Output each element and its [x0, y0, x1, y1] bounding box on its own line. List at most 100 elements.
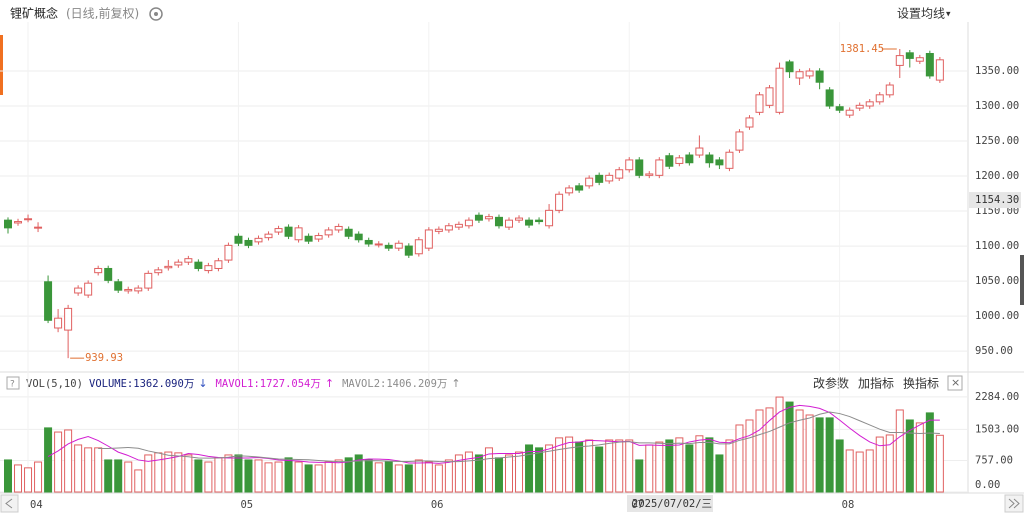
candle-body [885, 84, 894, 96]
candle-body [775, 67, 784, 113]
candle-body [865, 101, 874, 107]
close-button[interactable]: × [951, 376, 960, 389]
help-box[interactable] [6, 376, 20, 390]
candle-body [344, 228, 353, 237]
crosshair-date: 2025/07/02/三 [632, 498, 712, 510]
volume-bar [284, 457, 293, 493]
candle-body [164, 265, 173, 269]
volume-bar [224, 454, 233, 493]
candle-body [805, 70, 814, 77]
candle-body [294, 227, 303, 241]
volume-bar [54, 431, 63, 493]
volume-bar [434, 464, 443, 493]
candle-body [545, 209, 554, 227]
volume-bar [885, 434, 894, 493]
candle-body [855, 104, 864, 109]
volume-bar [875, 436, 884, 493]
x-tick-label: 06 [431, 499, 444, 511]
candle-body [494, 216, 503, 227]
help-button[interactable]: ? [10, 380, 15, 390]
volume-bar [545, 444, 554, 493]
candle-body [635, 159, 644, 176]
candle-body [364, 239, 373, 245]
y-tick-label: 1350.00 [975, 65, 1019, 77]
crosshair-price-box [969, 192, 1021, 209]
switch-indicator-button[interactable]: 换指标 [903, 376, 939, 391]
candle-body [254, 237, 263, 243]
legend-entry: VOLUME:1362.090万 [89, 378, 194, 390]
volume-bar [935, 434, 944, 493]
y-tick-label: 1503.00 [975, 423, 1019, 435]
volume-bar [324, 461, 333, 493]
x-tick-label: 05 [240, 499, 253, 511]
volume-bar [705, 437, 714, 493]
candle-body [605, 174, 614, 182]
candle-body [244, 239, 253, 246]
volume-bar [635, 459, 644, 493]
candle-body [274, 228, 283, 233]
volume-bar [184, 454, 193, 493]
scroll-right-icon[interactable] [1008, 498, 1020, 509]
candle-body [825, 89, 834, 107]
candle-body [124, 288, 133, 292]
volume-bar [94, 447, 103, 493]
scroll-left-icon[interactable] [5, 498, 13, 509]
volume-bar [384, 461, 393, 493]
candle-body [725, 151, 734, 169]
volume-bar [424, 461, 433, 493]
candle-body [785, 61, 794, 73]
volume-bar [665, 439, 674, 493]
annotation-label: 939.93 [85, 352, 123, 364]
volume-bar [785, 401, 794, 493]
ma-line [98, 411, 940, 463]
volume-bar [64, 429, 73, 493]
y-tick-label: 0.00 [975, 479, 1000, 491]
volume-bar [525, 444, 534, 493]
settings-icon[interactable] [149, 7, 163, 21]
candle-body [234, 235, 243, 244]
add-indicator-button[interactable]: 加指标 [858, 376, 894, 391]
legend-trend: ↓ [198, 377, 207, 390]
volume-bar [294, 461, 303, 493]
volume-bar [715, 454, 724, 493]
candle-body [474, 214, 483, 221]
candle-body [434, 228, 443, 232]
candle-body [64, 307, 73, 331]
volume-bar [444, 459, 453, 493]
candle-body [184, 258, 193, 263]
candle-body [645, 173, 654, 176]
candle-body [905, 52, 914, 59]
y-tick-label: 1100.00 [975, 240, 1019, 252]
candle-body [454, 223, 463, 228]
volume-bar [174, 452, 183, 493]
volume-bar [254, 459, 263, 493]
candle-body [14, 221, 23, 224]
candle-body [354, 233, 363, 241]
candle-body [44, 281, 53, 321]
candle-body [194, 261, 203, 269]
candle-body [414, 239, 423, 255]
candle-body [134, 287, 143, 292]
volume-bar [474, 454, 483, 493]
close-box[interactable] [947, 375, 963, 391]
candle-body [104, 267, 113, 281]
gear[interactable] [149, 7, 163, 21]
candle-body [935, 59, 944, 81]
volume-bar [374, 462, 383, 493]
volume-bar [74, 444, 83, 493]
candle-body [224, 244, 233, 261]
gear-center[interactable] [154, 12, 158, 16]
candle-body [665, 155, 674, 167]
candle-body [264, 233, 273, 239]
ma-button[interactable]: 设置均线 [897, 7, 945, 21]
candle-body [144, 272, 153, 289]
volume-bar [905, 419, 914, 493]
scroll-left[interactable] [0, 494, 19, 513]
edit-params-button[interactable]: 改参数 [813, 376, 849, 391]
volume-bar [695, 435, 704, 493]
volume-bar [555, 437, 564, 493]
candle-body [745, 117, 754, 128]
menu-arrow[interactable]: ▾ [946, 10, 951, 20]
volume-bar [605, 439, 614, 493]
